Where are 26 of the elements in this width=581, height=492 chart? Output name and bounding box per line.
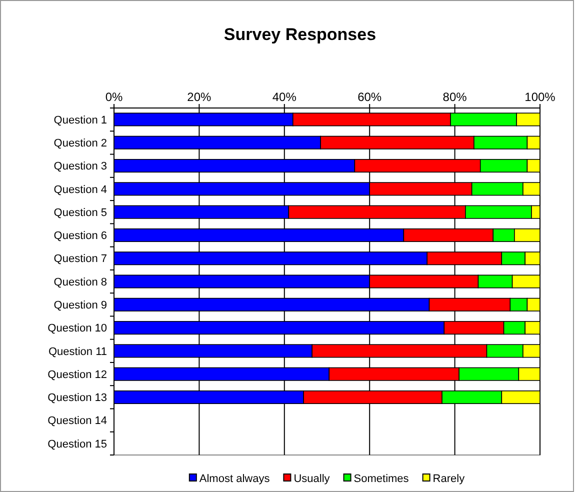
y-tick-label: Question 5 (54, 206, 107, 219)
x-tick-label: 20% (187, 90, 212, 104)
y-tick-label: Question 6 (54, 230, 107, 242)
chart-title: Survey Responses (224, 25, 376, 44)
x-tick-label: 0% (105, 90, 123, 104)
legend-label: Almost always (199, 472, 270, 485)
x-tick-label: 40% (272, 90, 297, 104)
y-tick-label: Question 7 (54, 253, 107, 266)
x-tick-label: 60% (358, 90, 382, 104)
legend-label: Sometimes (354, 472, 410, 485)
x-tick-label: 100% (524, 90, 556, 104)
y-tick-label: Question 9 (54, 300, 107, 312)
y-tick-label: Question 14 (48, 415, 107, 428)
y-tick-label: Question 4 (54, 184, 107, 196)
y-tick-label: Question 11 (48, 346, 107, 358)
y-tick-label: Question 12 (48, 368, 107, 381)
x-tick-label: 80% (442, 90, 468, 104)
y-tick-label: Question 13 (48, 392, 107, 404)
legend-label: Usually (294, 472, 330, 485)
y-tick-label: Question 2 (54, 137, 107, 150)
y-tick-label: Question 1 (54, 114, 107, 126)
y-tick-label: Question 15 (48, 438, 107, 450)
y-tick-label: Question 8 (54, 276, 107, 288)
y-tick-label: Question 3 (54, 160, 107, 173)
legend-label: Rarely (432, 472, 466, 485)
y-tick-label: Question 10 (48, 322, 107, 335)
